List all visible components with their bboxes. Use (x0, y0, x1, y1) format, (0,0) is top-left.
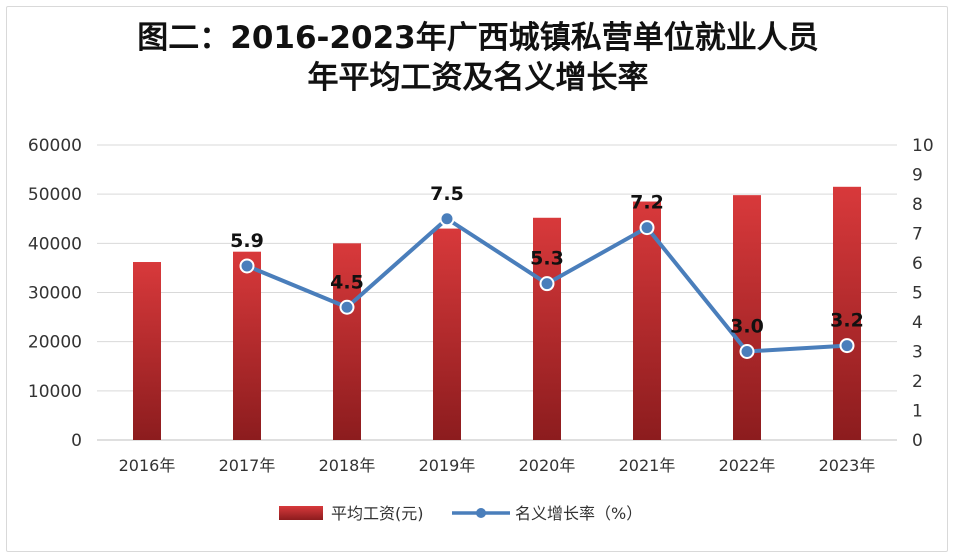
y-right-tick-label: 6 (912, 254, 923, 274)
y-right-tick-label: 2 (912, 372, 923, 392)
y-left-tick-label: 60000 (28, 136, 82, 156)
chart-title-line1: 图二：2016-2023年广西城镇私营单位就业人员 (137, 20, 819, 56)
y-right-tick-label: 3 (912, 343, 923, 363)
bar (233, 251, 261, 440)
bar (433, 228, 461, 440)
x-tick-label: 2019年 (419, 456, 476, 475)
line-point (239, 258, 255, 274)
x-tick-label: 2020年 (519, 456, 576, 475)
chart-title-line2: 年平均工资及名义增长率 (307, 60, 649, 96)
line-point (639, 220, 655, 236)
bar (733, 195, 761, 440)
y-left-tick-label: 50000 (28, 185, 82, 205)
bar (133, 262, 161, 440)
x-tick-label: 2023年 (819, 456, 876, 475)
x-tick-label: 2018年 (319, 456, 376, 475)
line-point (539, 276, 555, 292)
legend-bar-swatch (279, 506, 323, 520)
bar (333, 243, 361, 440)
y-right-tick-label: 10 (912, 136, 934, 156)
y-left-tick-label: 30000 (28, 284, 82, 304)
data-label: 7.5 (430, 183, 464, 205)
legend-line-label: 名义增长率（%） (515, 504, 642, 523)
data-label: 4.5 (330, 271, 364, 293)
chart-frame (6, 6, 948, 552)
x-tick-label: 2016年 (119, 456, 176, 475)
y-right-tick-label: 9 (912, 166, 923, 186)
y-left-tick-label: 40000 (28, 234, 82, 254)
y-right-tick-label: 1 (912, 402, 923, 422)
x-tick-label: 2021年 (619, 456, 676, 475)
y-left-tick-label: 0 (71, 431, 82, 451)
y-left-tick-label: 20000 (28, 333, 82, 353)
data-label: 3.2 (830, 310, 864, 332)
x-tick-label: 2022年 (719, 456, 776, 475)
y-right-tick-label: 8 (912, 195, 923, 215)
y-right-tick-label: 7 (912, 225, 923, 245)
legend-line-marker (476, 508, 486, 518)
line-point (839, 338, 855, 354)
chart-title: 图二：2016-2023年广西城镇私营单位就业人员 年平均工资及名义增长率 (0, 18, 956, 98)
bar (833, 186, 861, 440)
data-label: 5.3 (530, 248, 564, 270)
bar (533, 217, 561, 440)
y-right-tick-label: 4 (912, 313, 923, 333)
line-point (739, 344, 755, 359)
legend-bar-label: 平均工资(元) (331, 504, 424, 523)
line-point (339, 299, 355, 315)
line-point (439, 211, 455, 227)
data-label: 3.0 (730, 316, 764, 338)
x-tick-label: 2017年 (219, 456, 276, 475)
y-right-tick-label: 0 (912, 431, 923, 451)
data-label: 7.2 (630, 192, 664, 214)
data-label: 5.9 (230, 230, 264, 252)
y-right-tick-label: 5 (912, 284, 923, 304)
y-left-tick-label: 10000 (28, 382, 82, 402)
